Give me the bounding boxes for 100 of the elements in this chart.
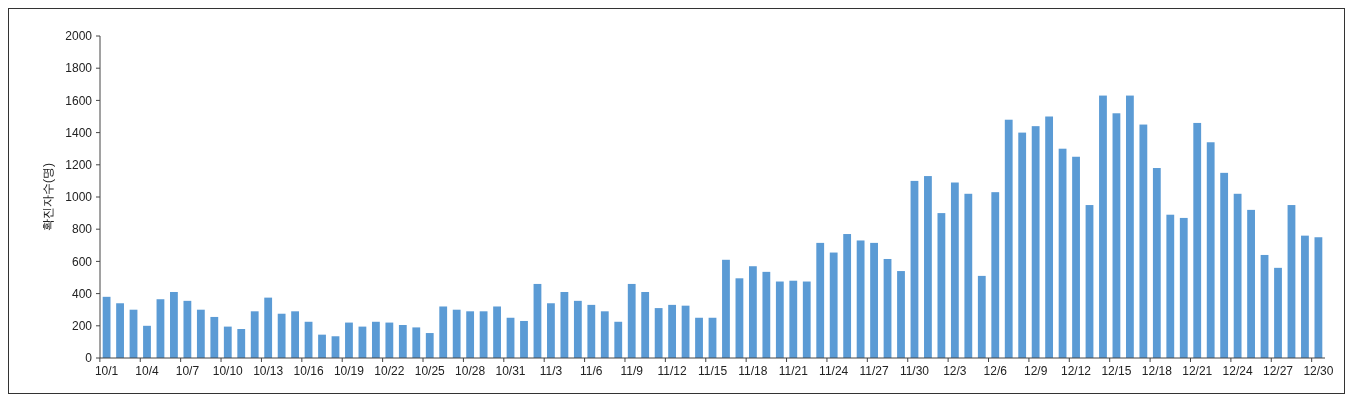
bar xyxy=(748,266,757,358)
x-tick-label: 11/27 xyxy=(859,364,889,378)
x-tick-label: 11/18 xyxy=(738,364,768,378)
bar xyxy=(277,313,286,358)
bar xyxy=(654,308,663,358)
bar xyxy=(762,271,771,358)
bar xyxy=(1179,217,1188,358)
bar xyxy=(318,334,326,358)
y-tick-label: 0 xyxy=(85,351,93,366)
bar xyxy=(722,259,730,358)
x-tick-label: 11/21 xyxy=(778,364,809,378)
x-tick-label: 10/28 xyxy=(455,364,486,378)
bar xyxy=(1314,237,1323,358)
bar xyxy=(573,300,582,358)
bar xyxy=(1274,267,1282,358)
bar xyxy=(856,240,865,358)
bar xyxy=(789,280,798,358)
bar xyxy=(371,321,380,358)
bar xyxy=(1220,172,1229,358)
x-tick-label: 11/24 xyxy=(819,364,849,378)
bar xyxy=(223,326,232,358)
x-tick-label: 10/19 xyxy=(333,364,365,378)
y-tick-label: 200 xyxy=(71,319,93,333)
bar xyxy=(183,300,192,358)
x-tick-label: 11/6 xyxy=(580,364,603,378)
bar xyxy=(1018,132,1027,358)
y-tick-label: 800 xyxy=(71,222,93,237)
bar xyxy=(547,303,555,358)
y-tick-label: 400 xyxy=(71,286,93,301)
bar xyxy=(964,193,973,358)
bar xyxy=(345,322,353,358)
y-tick-label: 1400 xyxy=(65,125,93,140)
bar xyxy=(1139,124,1148,358)
bar xyxy=(116,303,124,358)
bar xyxy=(237,329,246,358)
bar xyxy=(102,296,111,358)
x-tick-label: 11/15 xyxy=(697,364,728,378)
bar xyxy=(587,304,596,358)
bar xyxy=(452,309,461,358)
bar xyxy=(1031,126,1040,358)
y-tick-label: 1200 xyxy=(65,158,93,172)
x-tick-label: 10/4 xyxy=(135,364,159,378)
x-tick-label: 12/6 xyxy=(983,364,1008,378)
x-tick-label: 10/31 xyxy=(495,364,526,378)
bar xyxy=(600,311,609,358)
bar xyxy=(1206,142,1215,358)
x-tick-label: 11/9 xyxy=(620,364,644,378)
y-tick-label: 1000 xyxy=(65,190,93,205)
x-tick-label: 12/3 xyxy=(943,364,967,378)
bar xyxy=(950,182,959,358)
bar xyxy=(425,333,434,358)
bar xyxy=(614,321,623,358)
bar xyxy=(1301,235,1309,358)
bar xyxy=(1166,214,1175,358)
bar xyxy=(695,317,703,358)
bar xyxy=(143,325,151,358)
bar xyxy=(641,291,650,358)
bar xyxy=(843,234,852,358)
bar xyxy=(560,291,569,358)
bar xyxy=(977,275,986,358)
bar xyxy=(439,306,448,358)
x-tick-label: 12/12 xyxy=(1061,364,1092,378)
bar xyxy=(1125,95,1134,358)
bar xyxy=(1247,209,1255,358)
bar xyxy=(991,192,1000,358)
x-tick-label: 11/30 xyxy=(899,364,930,378)
y-axis-title: 확진자수(명) xyxy=(41,163,55,231)
x-tick-label: 10/10 xyxy=(212,364,244,378)
x-tick-label: 11/3 xyxy=(539,364,563,378)
bar xyxy=(802,281,811,358)
bar xyxy=(493,306,501,358)
x-tick-label: 10/25 xyxy=(414,364,446,378)
bar xyxy=(196,309,205,358)
bar xyxy=(170,291,178,358)
bar xyxy=(264,297,273,358)
bar xyxy=(520,320,528,358)
bar xyxy=(1193,122,1202,358)
x-tick-label: 10/7 xyxy=(175,364,200,378)
bar xyxy=(924,176,932,358)
x-tick-label: 12/18 xyxy=(1141,364,1173,378)
bar xyxy=(937,213,946,358)
bar xyxy=(1045,116,1054,358)
x-tick-label: 10/22 xyxy=(374,364,405,378)
x-tick-label: 12/9 xyxy=(1023,364,1048,378)
bar xyxy=(466,311,475,358)
bar xyxy=(1233,193,1242,358)
x-tick-label: 12/21 xyxy=(1182,364,1213,378)
bar xyxy=(668,304,677,358)
bar xyxy=(1072,156,1080,358)
bar xyxy=(829,252,838,358)
y-tick-label: 1600 xyxy=(65,93,93,108)
x-tick-label: 10/16 xyxy=(293,364,324,378)
bar xyxy=(627,283,636,358)
bar xyxy=(412,327,421,358)
x-tick-label: 10/1 xyxy=(94,364,119,378)
bar xyxy=(210,316,219,358)
y-tick-label: 2000 xyxy=(65,29,93,44)
bar xyxy=(1099,95,1107,358)
bar xyxy=(398,325,407,358)
y-tick-label: 1800 xyxy=(65,61,93,76)
